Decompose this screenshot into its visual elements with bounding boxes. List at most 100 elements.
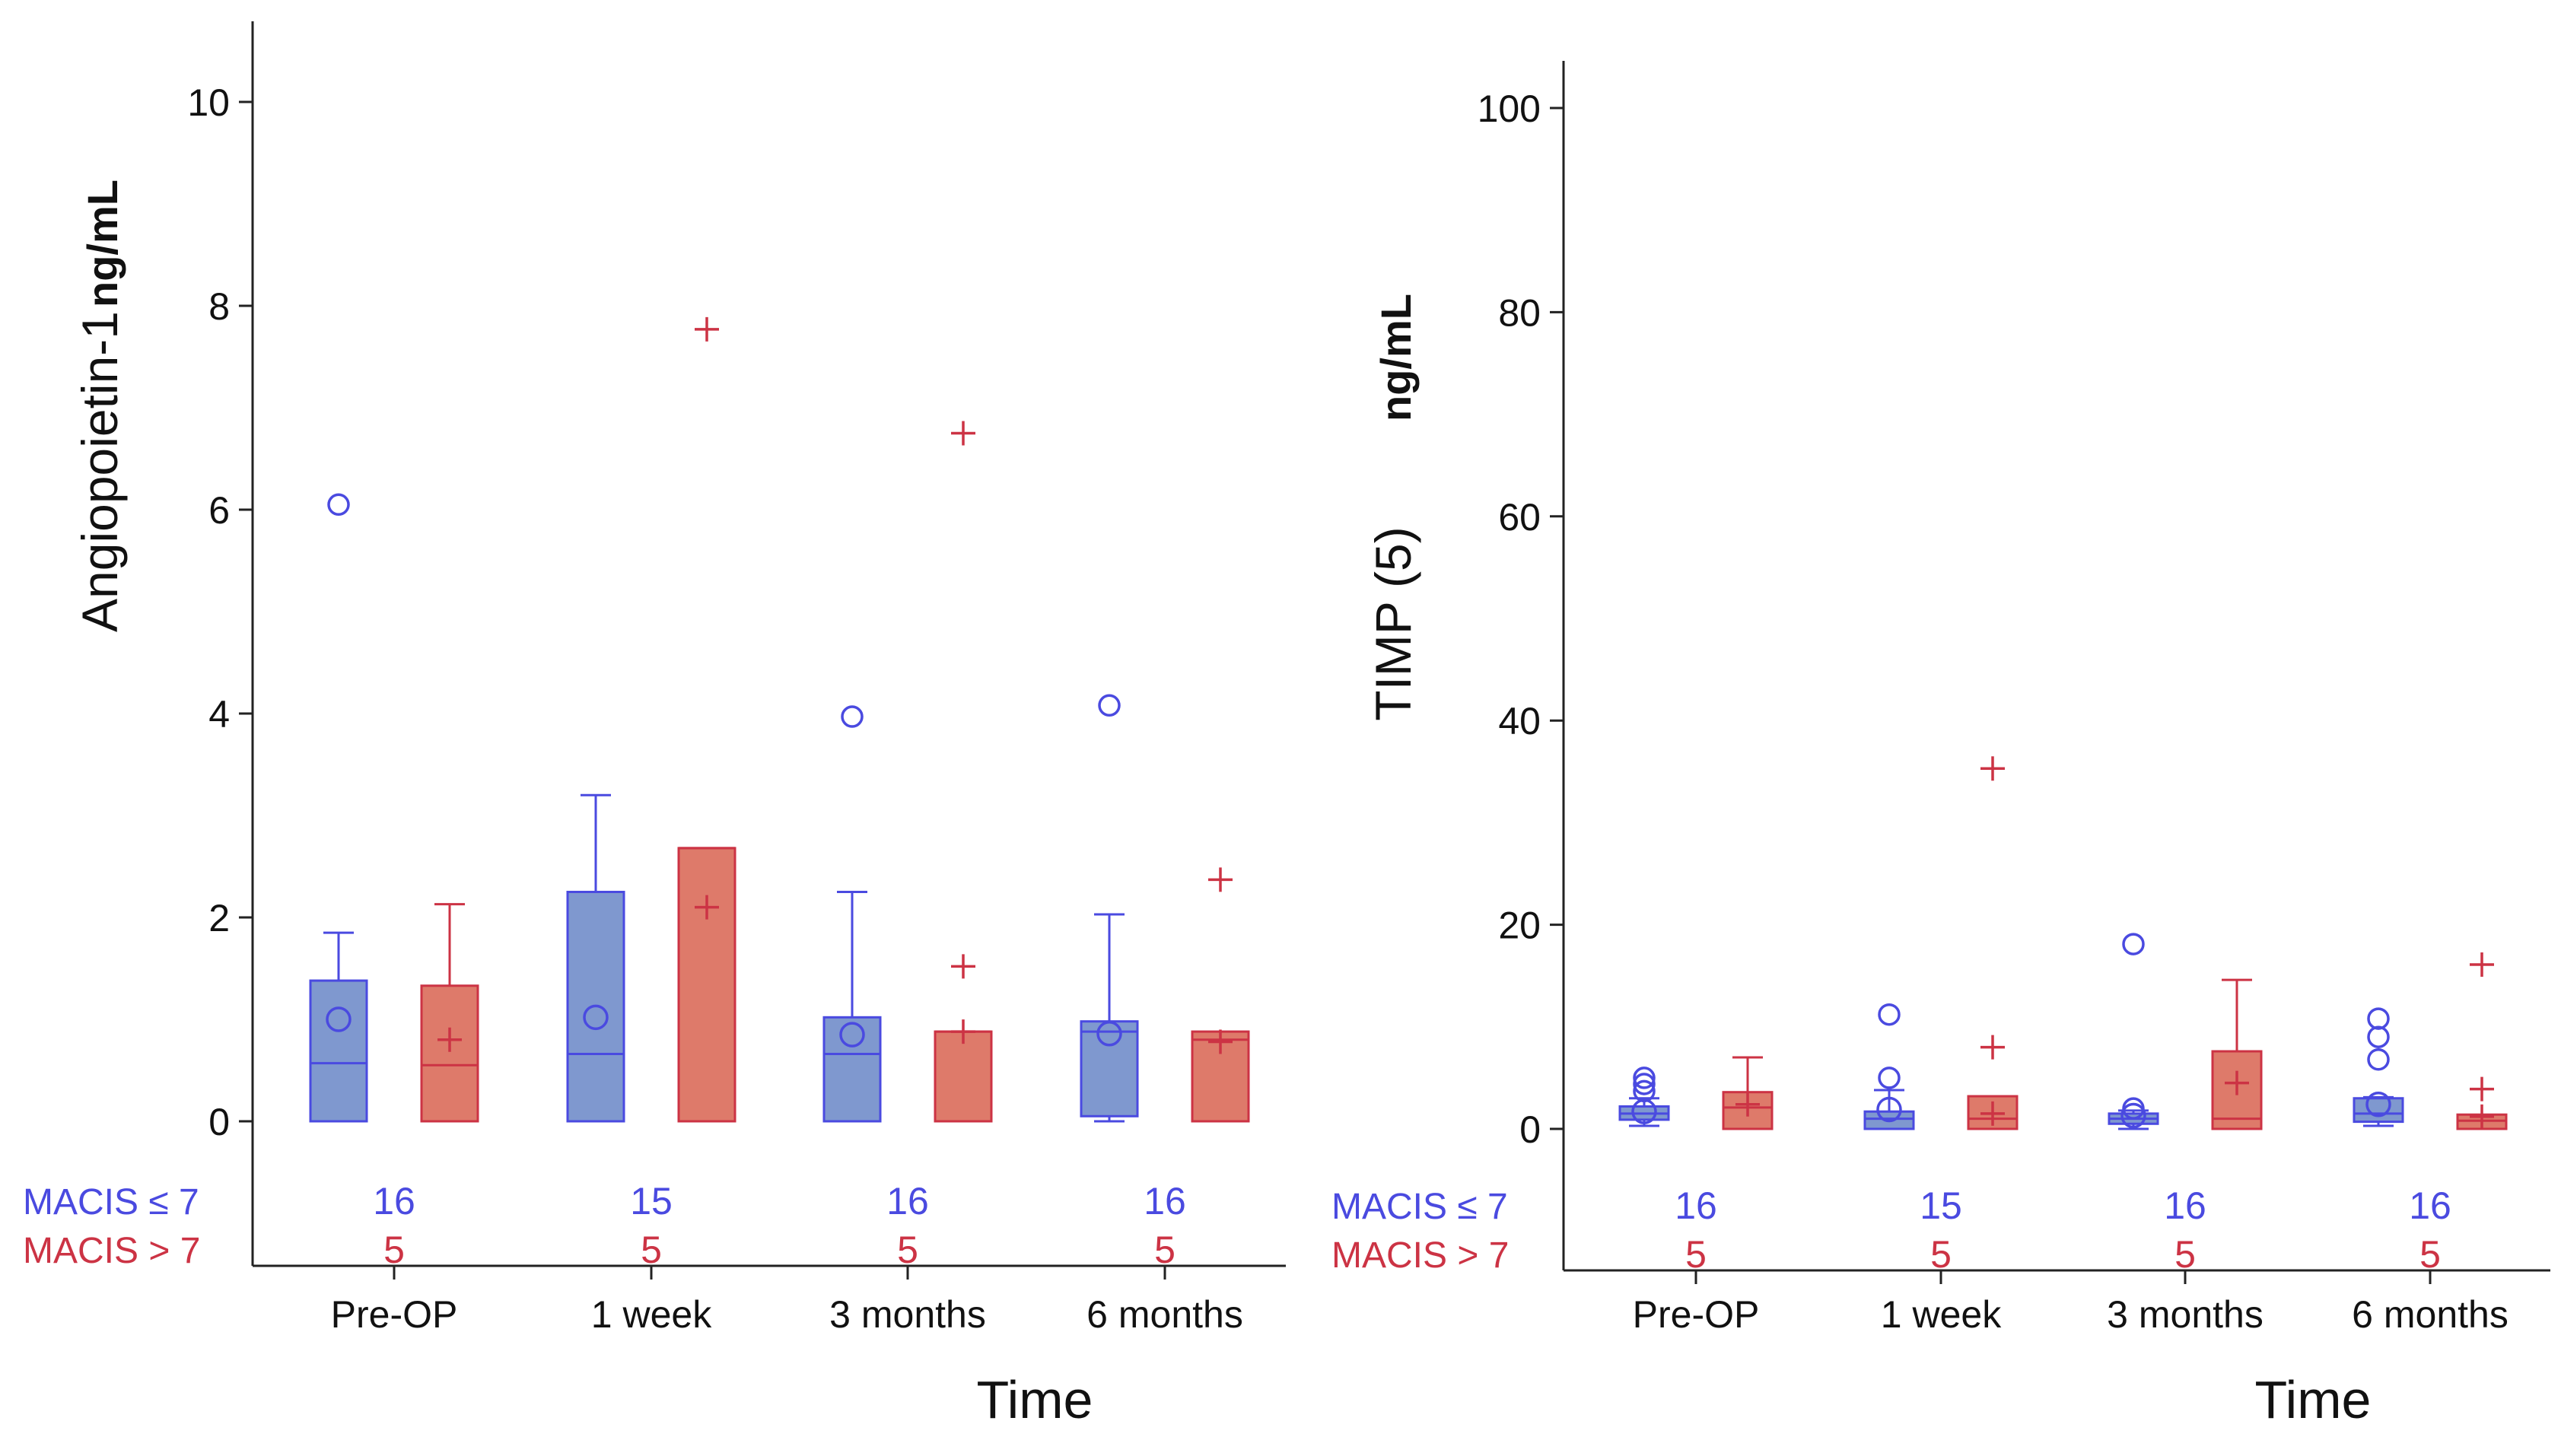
box-iqr: [420, 984, 479, 1123]
outlier-point: [951, 421, 975, 446]
panel2-ytick-label: 100: [1478, 87, 1541, 130]
outlier-point: [2122, 933, 2145, 955]
outlier-point: [1878, 1003, 1901, 1026]
panel1-count-low: 16: [886, 1180, 929, 1222]
panel2-xtick-label: Pre-OP: [1633, 1293, 1760, 1336]
panel1-xtick-label: Pre-OP: [331, 1293, 458, 1336]
panel1-box-low: [822, 705, 882, 1123]
panel2-count-low: 16: [2164, 1184, 2206, 1227]
panel2-yunit: ng/mL: [1372, 294, 1420, 421]
panel2-box-low: [1618, 1067, 1670, 1127]
panel1-xlabel: Time: [977, 1370, 1093, 1429]
box-iqr: [934, 1030, 993, 1123]
mean-marker: [839, 1022, 865, 1047]
mean-marker: [2365, 1092, 2391, 1117]
box-iqr: [822, 1016, 882, 1123]
panel1-box-low: [566, 793, 625, 1123]
panel1-ytick-label: 6: [208, 489, 230, 532]
panel1-box-high: [677, 316, 736, 1123]
panel2-ytick-label: 20: [1498, 904, 1541, 947]
outlier-point: [951, 954, 975, 979]
outlier-point: [1633, 1067, 1656, 1089]
panel1-ytick-label: 4: [208, 693, 230, 736]
outlier-point: [1208, 867, 1233, 892]
panel1-ytick-label: 2: [208, 897, 230, 939]
panel2-ytick-label: 0: [1519, 1108, 1541, 1151]
panel2-ylabel: TIMP (5): [1365, 526, 1421, 720]
panel2-box-high: [2456, 952, 2508, 1130]
panel2-count-low: 15: [1920, 1184, 1962, 1227]
panel1-ylabel: Angiopoietin-1: [72, 311, 128, 632]
box-iqr: [2353, 1097, 2404, 1124]
panel2-box-low: [2353, 1007, 2404, 1127]
panel1-ytick-label: 8: [208, 285, 230, 328]
panel1-count-low: 16: [1144, 1180, 1186, 1222]
mean-marker: [951, 1019, 975, 1044]
mean-marker: [2120, 1102, 2146, 1129]
panel2-ytick-label: 60: [1498, 496, 1541, 539]
outlier-point: [695, 316, 719, 342]
mean-marker: [1208, 1029, 1233, 1054]
panel2-count-high: 5: [2419, 1233, 2441, 1276]
panel1-xtick-label: 6 months: [1086, 1293, 1243, 1336]
outlier-point: [1633, 1079, 1656, 1103]
outlier-point: [2367, 1047, 2390, 1071]
panel1-count-label-high: MACIS > 7: [23, 1231, 200, 1271]
panel1-count-high: 5: [1154, 1229, 1176, 1271]
panel1-count-high: 5: [641, 1229, 662, 1271]
panel1-ytick-label: 10: [187, 81, 230, 124]
outlier-point: [2122, 1097, 2145, 1120]
mean-marker: [326, 1006, 352, 1032]
mean-marker: [2225, 1070, 2249, 1095]
panel2-xtick-label: 3 months: [2107, 1293, 2264, 1336]
mean-marker: [1735, 1092, 1760, 1117]
panel1-box-low: [1080, 694, 1139, 1123]
panel1-count-low: 15: [630, 1180, 673, 1222]
mean-marker: [437, 1027, 462, 1052]
panel2-xtick-label: 6 months: [2352, 1293, 2509, 1336]
panel1-box-low: [309, 493, 368, 1123]
panel1-ytick-label: 0: [208, 1101, 230, 1143]
outlier-point: [2470, 1076, 2494, 1102]
panel2-xlabel: Time: [2255, 1370, 2372, 1429]
panel1-count-high: 5: [383, 1229, 405, 1271]
panel2-count-high: 5: [1685, 1233, 1707, 1276]
mean-marker: [583, 1004, 609, 1031]
panel2-count-label-high: MACIS > 7: [1331, 1235, 1509, 1276]
outlier-point: [327, 493, 350, 517]
outlier-point: [841, 705, 864, 728]
mean-marker: [1876, 1096, 1902, 1123]
panel1-box-high: [1191, 867, 1250, 1123]
mean-marker: [1980, 1101, 2005, 1126]
panel1-yunit: ng/mL: [78, 180, 126, 307]
outlier-point: [2367, 1025, 2390, 1048]
mean-marker: [695, 895, 719, 920]
panel2-box-high: [1967, 756, 2019, 1130]
outlier-point: [1633, 1073, 1656, 1095]
panel2-count-low: 16: [2409, 1184, 2451, 1227]
panel2-count-low: 16: [1675, 1184, 1717, 1227]
panel2-box-high: [2211, 978, 2263, 1130]
panel2-count-label-low: MACIS ≤ 7: [1331, 1187, 1508, 1227]
box-iqr: [309, 979, 368, 1123]
outlier-point: [1878, 1067, 1901, 1089]
panel2: 0 20 40 60 80 100 TIMP (5) ng/mL Pre-OP 1 week 3 m…: [1331, 61, 2550, 1429]
panel2-xtick-label: 1 week: [1881, 1293, 2002, 1336]
outlier-point: [1098, 694, 1121, 717]
outlier-point: [1980, 1035, 2005, 1060]
panel2-ytick-label: 80: [1498, 291, 1541, 334]
panel2-count-high: 5: [1930, 1233, 1952, 1276]
panel1-count-low: 16: [373, 1180, 415, 1222]
panel1: 0 2 4 6 8 10 Angiopoietin-1ng/mL Pre-OP 1 week 3 …: [23, 21, 1286, 1429]
mean-marker: [2470, 1104, 2494, 1129]
outlier-point: [2367, 1007, 2390, 1030]
panel1-xtick-label: 1 week: [591, 1293, 712, 1336]
panel1-xtick-label: 3 months: [829, 1293, 986, 1336]
box-iqr: [677, 847, 736, 1123]
outlier-point: [1980, 756, 2005, 781]
outlier-point: [2470, 952, 2494, 977]
mean-marker: [1096, 1021, 1122, 1047]
panel2-box-high: [1722, 1056, 1774, 1130]
panel2-count-high: 5: [2174, 1233, 2196, 1276]
